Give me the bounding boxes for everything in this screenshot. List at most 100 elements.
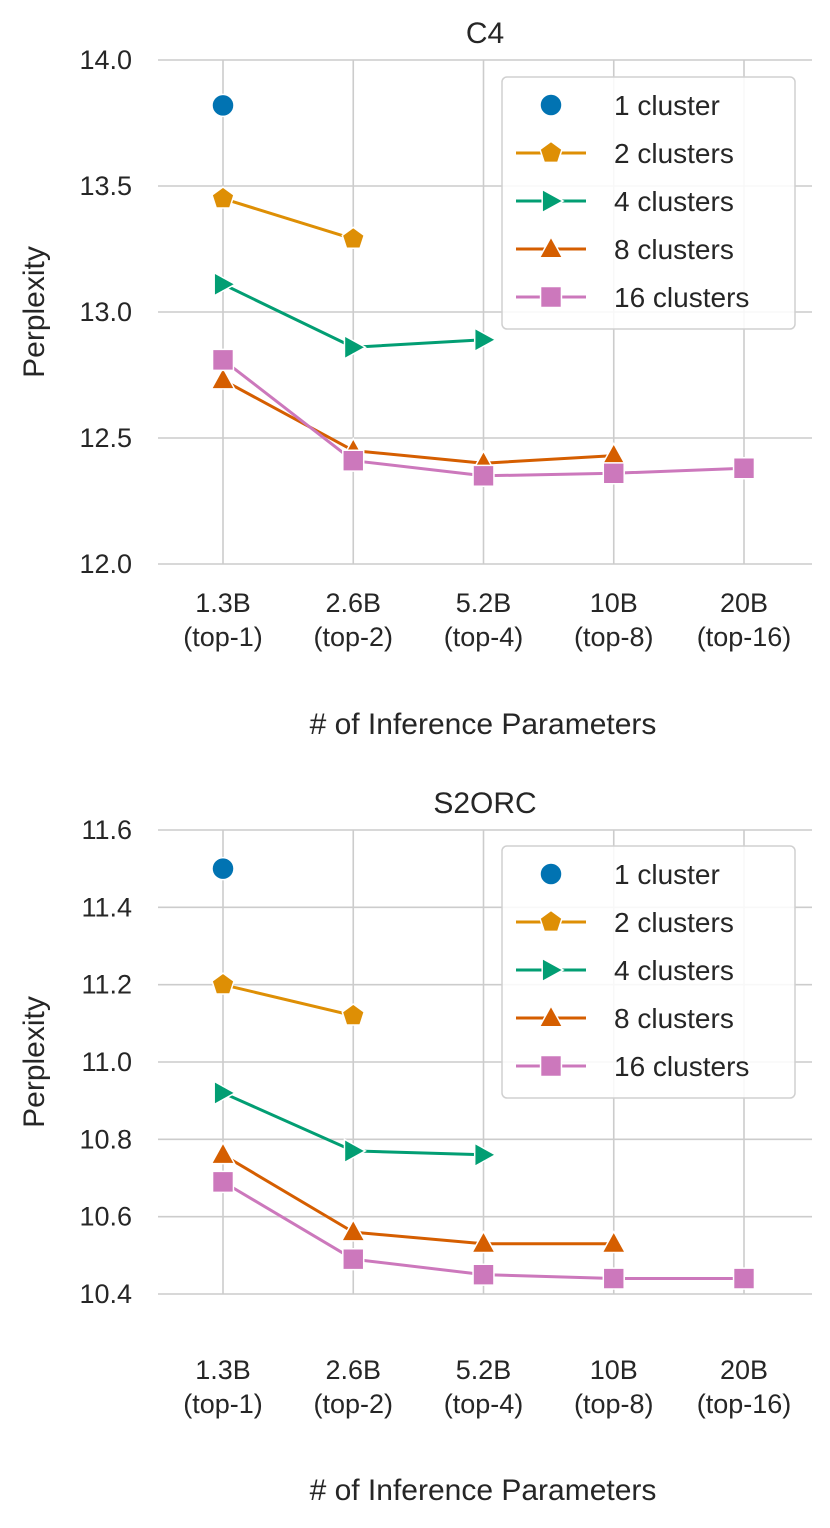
legend-item: 8 clusters [516, 1003, 734, 1034]
series-8-clusters [210, 366, 627, 473]
data-point [600, 1230, 627, 1254]
chart-title: C4 [466, 17, 504, 50]
y-axis-label: Perplexity [18, 996, 51, 1128]
legend: 1 cluster 2 clusters 4 clusters 8 clusters 1… [501, 76, 796, 330]
x-tick-label: 20B (top-16) [697, 1355, 792, 1419]
series-16-clusters [211, 1170, 756, 1290]
legend-label: 1 cluster [614, 90, 720, 121]
chart-title: S2ORC [433, 787, 536, 820]
x-axis-label: # of Inference Parameters [310, 708, 657, 741]
y-tick-label: 12.5 [79, 423, 132, 453]
legend-label: 8 clusters [614, 1003, 734, 1034]
series-2-clusters [211, 186, 366, 250]
legend-item: 1 cluster [539, 859, 720, 890]
series-2-clusters [211, 972, 366, 1026]
legend-item: 16 clusters [516, 282, 749, 313]
data-point [341, 1003, 366, 1026]
y-axis-label: Perplexity [18, 246, 51, 378]
x-tick-label: 1.3B (top-1) [183, 1355, 263, 1419]
legend-item: 4 clusters [516, 955, 734, 986]
legend-label: 16 clusters [614, 1051, 749, 1082]
legend-label: 8 clusters [614, 234, 734, 265]
x-tick-label: 10B (top-8) [574, 588, 654, 652]
legend-item: 4 clusters [516, 186, 734, 217]
legend-item: 16 clusters [516, 1051, 749, 1082]
legend-marker [539, 1054, 563, 1078]
data-point [210, 1141, 236, 1165]
x-tick-label: 20B (top-16) [697, 588, 792, 652]
y-tick-label: 13.0 [79, 297, 132, 327]
legend-marker [539, 285, 563, 309]
data-point [602, 1267, 625, 1290]
data-point [213, 271, 237, 298]
data-point [472, 1263, 495, 1286]
chart-s2orc: 10.4 10.6 10.8 11.0 11.2 11.4 11.6 1.3B (top-1) 2… [18, 787, 812, 1507]
y-tick-label: 11.2 [81, 970, 132, 1000]
y-tick-label: 10.8 [79, 1124, 132, 1154]
legend-marker [539, 140, 563, 164]
data-point [343, 1138, 367, 1164]
series-8-clusters [210, 1141, 627, 1254]
data-point [343, 334, 367, 361]
y-tick-label: 10.6 [79, 1202, 132, 1232]
series-4-clusters [213, 1080, 498, 1168]
y-tick-label: 11.4 [81, 892, 132, 922]
data-point [472, 464, 495, 487]
data-point [340, 1218, 367, 1242]
data-point [473, 326, 498, 353]
y-tick-label: 11.6 [81, 815, 132, 845]
series-1-cluster [211, 856, 235, 881]
legend-label: 4 clusters [614, 955, 734, 986]
data-point [211, 93, 235, 118]
y-tick-label: 12.0 [79, 549, 132, 579]
chart-c4: 12.0 12.5 13.0 13.5 14.0 1.3B (top-1) 2.6B (top-… [18, 17, 812, 741]
x-tick-label: 5.2B (top-4) [444, 1355, 524, 1419]
x-axis-label: # of Inference Parameters [310, 1474, 657, 1507]
series-16-clusters [211, 348, 756, 487]
legend-item: 2 clusters [516, 907, 734, 938]
data-point [602, 462, 625, 485]
x-tick-label: 1.3B (top-1) [183, 588, 263, 652]
x-tick-label: 10B (top-8) [574, 1355, 654, 1419]
data-point [732, 457, 756, 480]
y-tick-label: 11.0 [81, 1047, 132, 1077]
x-tick-label: 5.2B (top-4) [444, 588, 524, 652]
data-point [210, 366, 236, 390]
data-point [732, 1267, 756, 1290]
x-tick-label: 2.6B (top-2) [313, 1355, 393, 1419]
data-point [211, 972, 235, 995]
legend-label: 16 clusters [614, 282, 749, 313]
legend-frame [501, 845, 796, 1099]
legend-label: 1 cluster [614, 859, 720, 890]
legend-frame [501, 76, 796, 330]
series-line [222, 197, 354, 241]
data-point [211, 348, 235, 372]
data-point [341, 226, 366, 250]
legend-item: 8 clusters [516, 234, 734, 265]
legend-label: 2 clusters [614, 138, 734, 169]
y-tick-label: 10.4 [79, 1279, 132, 1309]
data-point [470, 1230, 497, 1254]
legend: 1 cluster 2 clusters 4 clusters 8 clusters 1… [501, 845, 796, 1099]
legend-label: 2 clusters [614, 907, 734, 938]
legend-marker [538, 1004, 564, 1028]
series-4-clusters [213, 271, 498, 361]
data-point [342, 1248, 365, 1271]
legend-item: 2 clusters [516, 138, 734, 169]
legend-marker [541, 188, 565, 214]
y-tick-label: 14.0 [79, 45, 132, 75]
data-point [600, 441, 627, 466]
legend-marker [538, 235, 564, 259]
data-point [473, 1141, 498, 1168]
data-point [211, 856, 235, 881]
series-line [222, 378, 614, 465]
legend-marker [541, 957, 565, 983]
legend-item: 1 cluster [539, 90, 720, 121]
data-point [211, 1170, 235, 1194]
y-tick-label: 13.5 [79, 171, 132, 201]
legend-label: 4 clusters [614, 186, 734, 217]
data-point [213, 1080, 237, 1106]
legend-marker [539, 93, 563, 117]
legend-marker [539, 862, 563, 886]
